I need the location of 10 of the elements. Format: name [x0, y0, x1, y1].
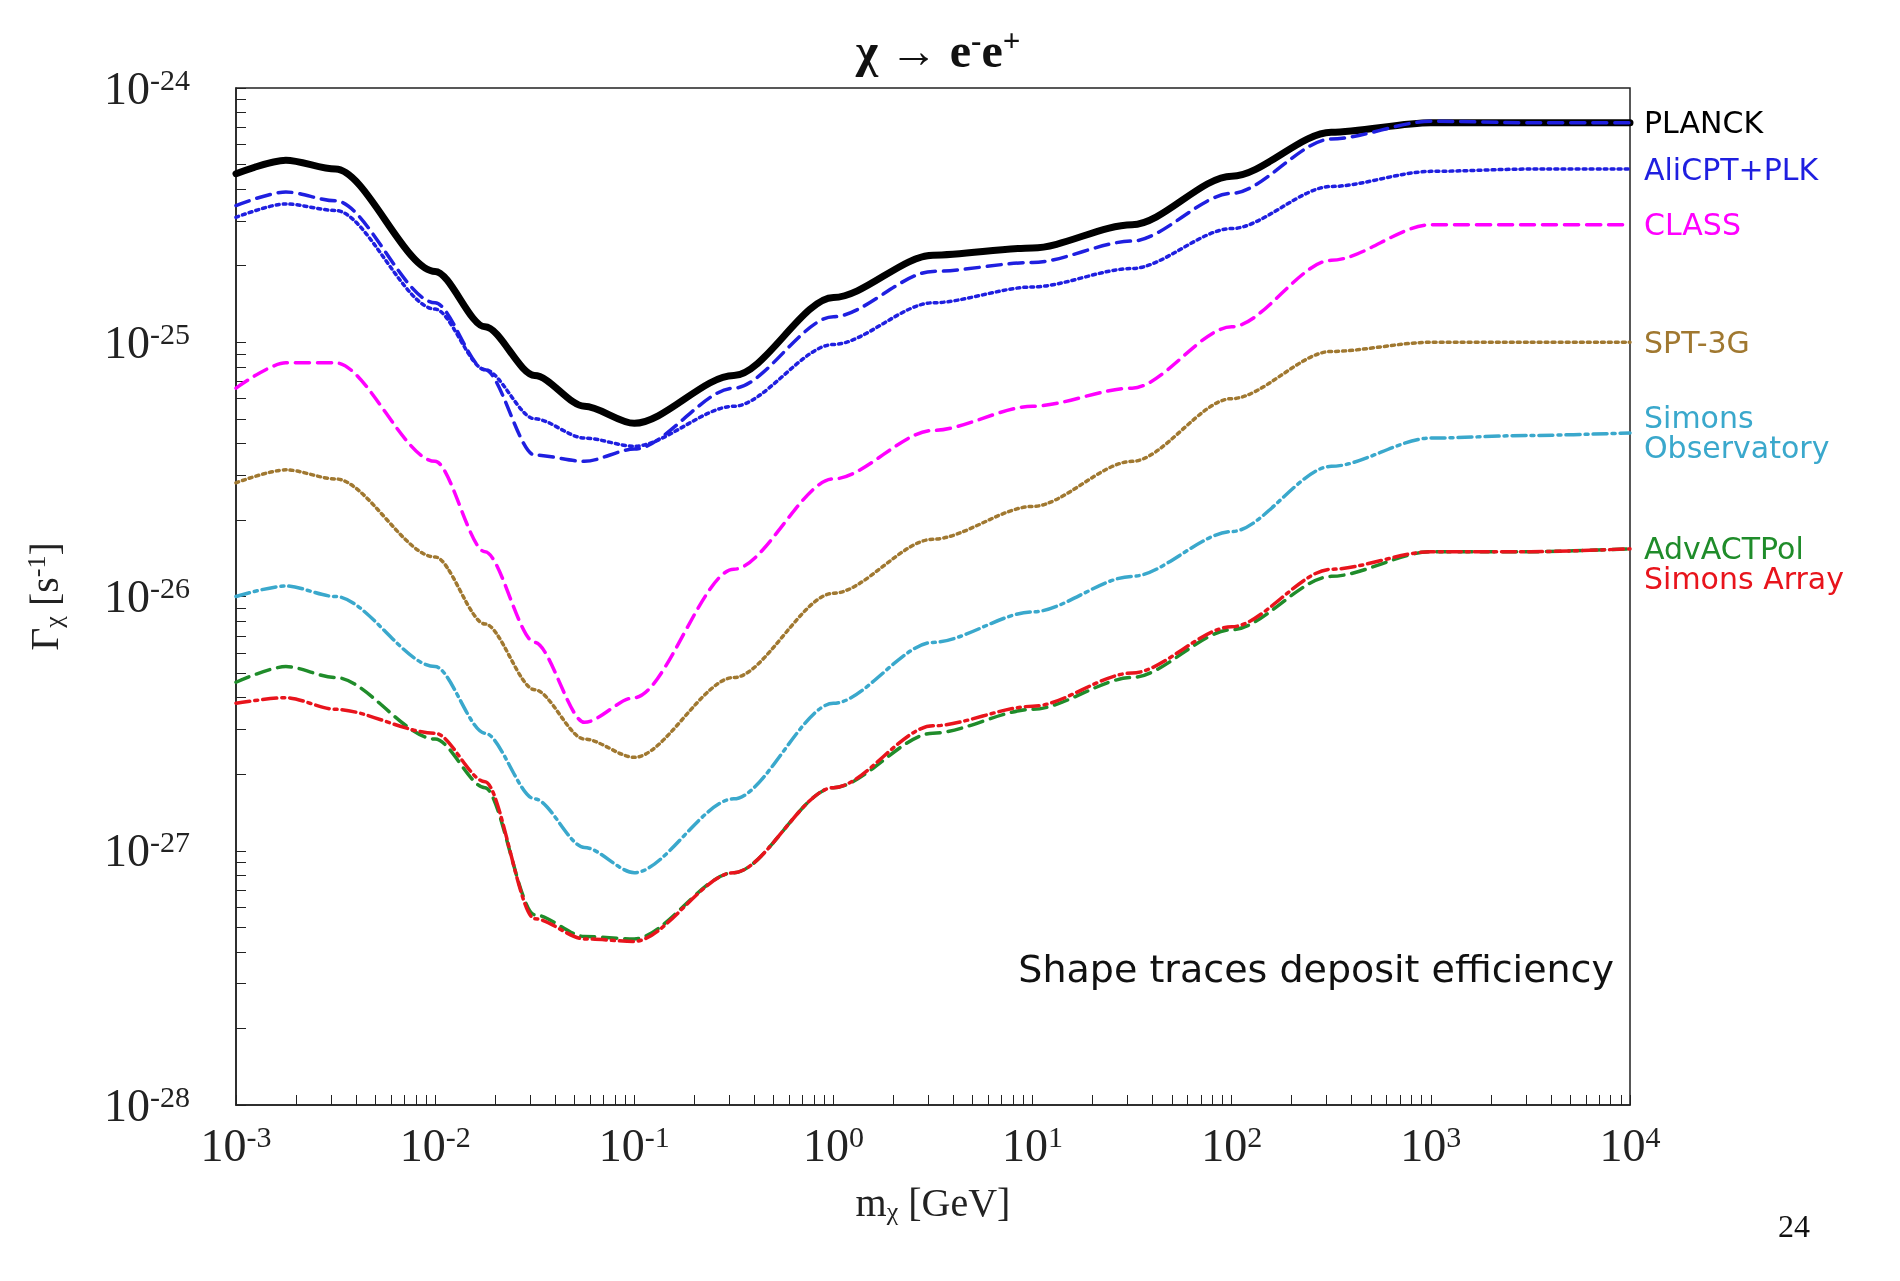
annotation: Shape traces deposit efficiency [1018, 947, 1615, 991]
series-label: PLANCK [1644, 105, 1765, 141]
y-axis-title: Γχ [s-1] [21, 542, 68, 651]
text: 24 [1778, 1208, 1810, 1244]
series-label: AliCPT+PLK [1644, 151, 1820, 187]
series-label: CLASS [1644, 207, 1741, 243]
series-label: Simons Observatory [1644, 400, 1830, 466]
series-label: SPT-3G [1644, 324, 1750, 360]
x-axis-title: mχ [GeV] [855, 1179, 1011, 1226]
chart-title: χ → e-e+ [854, 23, 1021, 77]
